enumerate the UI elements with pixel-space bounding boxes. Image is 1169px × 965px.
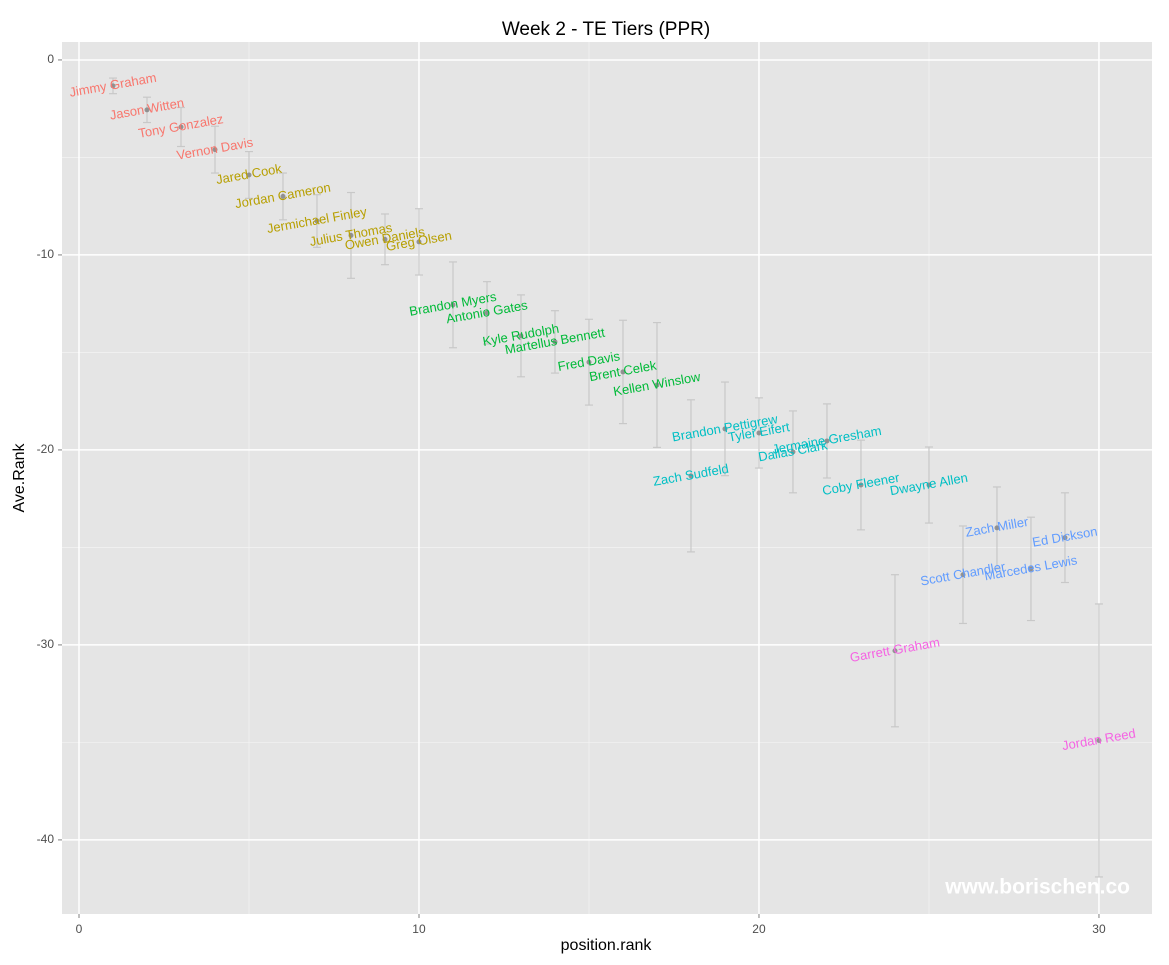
- x-tick-label: 10: [412, 922, 426, 936]
- x-tick-label: 0: [76, 922, 83, 936]
- point: [212, 147, 218, 153]
- y-tick-label: -10: [37, 247, 55, 261]
- x-tick-label: 20: [752, 922, 766, 936]
- point: [450, 302, 456, 308]
- point: [518, 333, 524, 339]
- point: [484, 310, 490, 316]
- point: [960, 572, 966, 578]
- point: [178, 124, 184, 130]
- y-tick-label: -30: [37, 637, 55, 651]
- plot-background: [62, 42, 1152, 914]
- point: [654, 382, 660, 388]
- point: [722, 426, 728, 432]
- point: [926, 482, 932, 488]
- point: [620, 369, 626, 375]
- point: [1028, 566, 1034, 572]
- point: [246, 172, 252, 178]
- point: [756, 430, 762, 436]
- point: [382, 236, 388, 242]
- point: [790, 449, 796, 455]
- x-axis-label: position.rank: [561, 937, 653, 954]
- point: [110, 83, 116, 89]
- point: [994, 525, 1000, 531]
- point: [586, 359, 592, 365]
- point: [1096, 737, 1102, 743]
- chart-title: Week 2 - TE Tiers (PPR): [502, 19, 710, 40]
- point: [314, 218, 320, 224]
- point: [892, 648, 898, 654]
- point: [144, 107, 150, 113]
- point: [280, 193, 286, 199]
- y-tick-label: 0: [47, 52, 54, 66]
- y-tick-label: -20: [37, 442, 55, 456]
- point: [858, 482, 864, 488]
- point: [552, 339, 558, 345]
- x-tick-label: 30: [1092, 922, 1106, 936]
- point: [416, 239, 422, 245]
- y-tick-label: -40: [37, 832, 55, 846]
- point: [688, 473, 694, 479]
- watermark: www.borischen.co: [944, 876, 1130, 899]
- point: [348, 232, 354, 238]
- point: [1062, 535, 1068, 541]
- y-axis-label: Ave.Rank: [11, 442, 28, 512]
- point: [824, 438, 830, 444]
